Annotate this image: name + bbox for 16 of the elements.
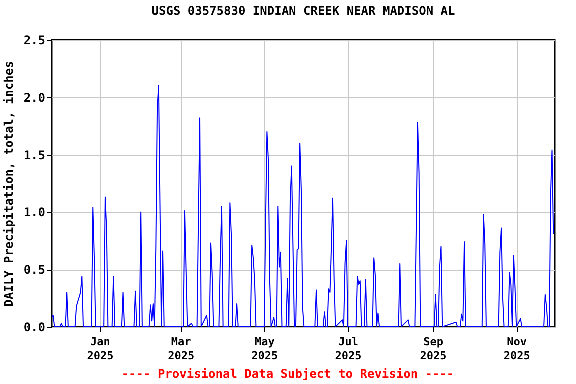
text: ---- Provisional Data Subject to Revision ---- [120,367,456,381]
y-tick-label: 1.0 [24,206,46,220]
x-tick-label: May 2025 [252,336,278,362]
x-tick-label: Sep 2025 [420,336,447,362]
y-tick-label: 0.5 [24,263,46,278]
x-tick-label: Mar 2025 [168,336,195,362]
y-tick-label: 0.0 [24,320,46,334]
x-tick-label: Nov 2025 [504,336,530,362]
y-tick-label: 2.5 [24,34,46,48]
chart-title: USGS 03575830 INDIAN CREEK NEAR MADISON AL [152,4,456,18]
y-tick-label: 1.5 [24,148,46,162]
y-axis-title: DAILY Precipitation, total, inches [2,61,16,307]
x-tick-label: Jul 2025 [335,336,362,362]
x-tick-label: Jan 2025 [87,336,114,362]
line-series [52,85,554,327]
y-tick-label: 2.0 [24,90,46,105]
